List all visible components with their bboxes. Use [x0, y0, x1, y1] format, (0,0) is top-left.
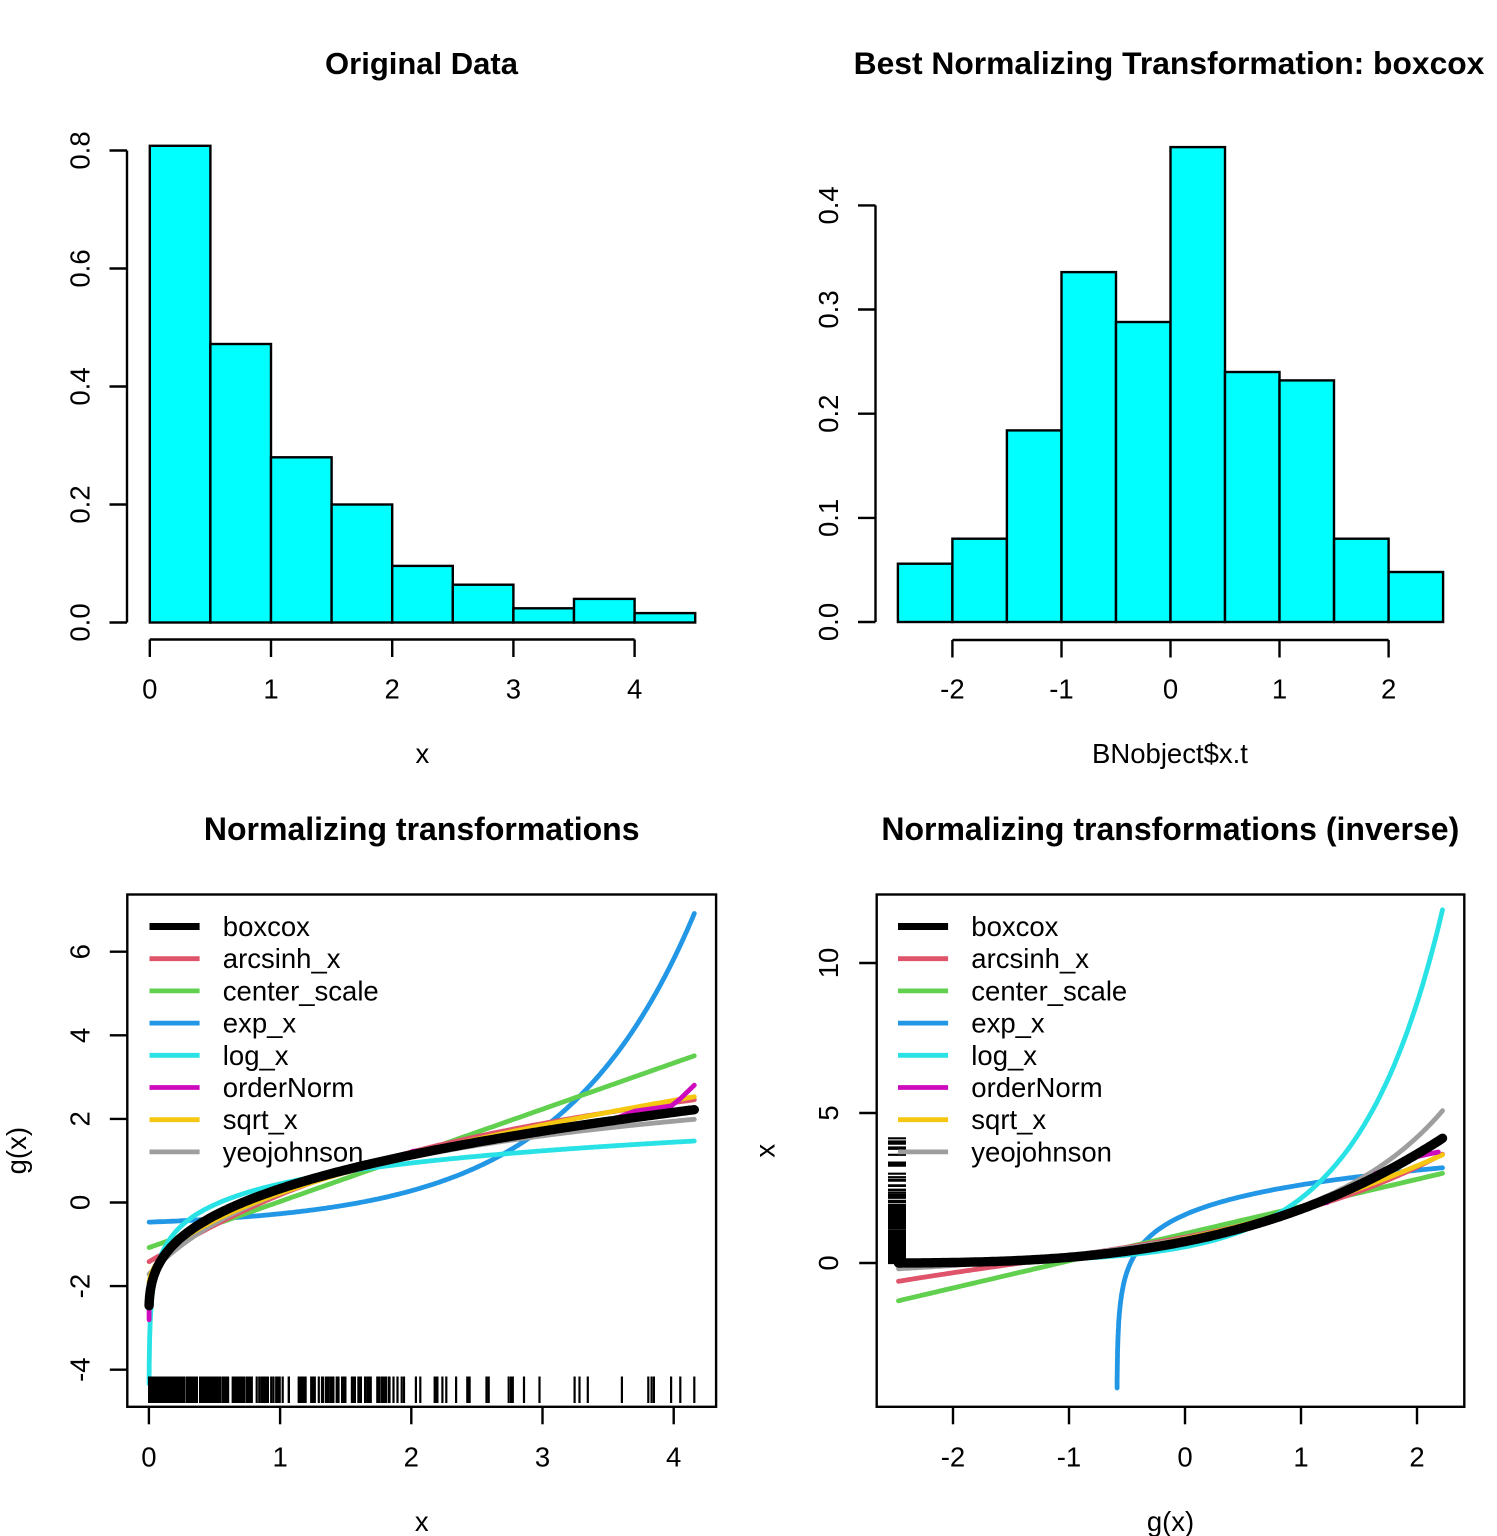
svg-text:x: x [750, 1144, 781, 1158]
svg-text:4: 4 [627, 674, 642, 705]
svg-text:x: x [415, 1506, 429, 1536]
svg-text:sqrt_x: sqrt_x [971, 1104, 1046, 1135]
svg-text:yeojohnson: yeojohnson [223, 1136, 364, 1167]
svg-text:sqrt_x: sqrt_x [223, 1104, 298, 1135]
svg-text:4: 4 [666, 1442, 681, 1473]
svg-text:orderNorm: orderNorm [223, 1072, 354, 1103]
svg-text:-1: -1 [1049, 674, 1073, 705]
svg-text:6: 6 [64, 944, 95, 959]
svg-text:0: 0 [64, 1195, 95, 1210]
svg-text:0.4: 0.4 [813, 186, 844, 224]
svg-text:Original Data: Original Data [325, 46, 519, 81]
svg-text:g(x): g(x) [1, 1127, 32, 1174]
svg-text:2: 2 [385, 674, 400, 705]
svg-text:2: 2 [404, 1442, 419, 1473]
svg-text:0.3: 0.3 [813, 290, 844, 328]
svg-text:exp_x: exp_x [223, 1008, 297, 1039]
svg-text:-2: -2 [940, 674, 964, 705]
svg-text:yeojohnson: yeojohnson [971, 1136, 1112, 1167]
svg-text:2: 2 [1409, 1442, 1424, 1473]
svg-text:0: 0 [1177, 1442, 1192, 1473]
svg-text:x: x [416, 738, 430, 769]
svg-text:center_scale: center_scale [223, 975, 379, 1006]
svg-text:1: 1 [272, 1442, 287, 1473]
svg-text:0: 0 [141, 1442, 156, 1473]
svg-text:0.2: 0.2 [64, 485, 95, 523]
svg-text:0.4: 0.4 [64, 367, 95, 405]
svg-text:1: 1 [1293, 1442, 1308, 1473]
svg-text:3: 3 [506, 674, 521, 705]
svg-text:-2: -2 [941, 1442, 965, 1473]
svg-text:0: 0 [813, 1255, 844, 1270]
svg-text:0.1: 0.1 [813, 499, 844, 537]
svg-text:-4: -4 [64, 1357, 95, 1381]
svg-text:g(x): g(x) [1147, 1506, 1194, 1536]
svg-text:4: 4 [64, 1028, 95, 1043]
svg-text:3: 3 [535, 1442, 550, 1473]
svg-text:0.0: 0.0 [813, 603, 844, 641]
svg-text:2: 2 [1381, 674, 1396, 705]
svg-text:0.6: 0.6 [64, 249, 95, 287]
svg-text:0.2: 0.2 [813, 395, 844, 433]
svg-text:BNobject$x.t: BNobject$x.t [1092, 738, 1248, 769]
svg-text:log_x: log_x [223, 1040, 289, 1071]
svg-text:1: 1 [263, 674, 278, 705]
svg-text:arcsinh_x: arcsinh_x [971, 943, 1089, 974]
svg-text:arcsinh_x: arcsinh_x [223, 943, 341, 974]
svg-text:boxcox: boxcox [223, 911, 310, 942]
svg-text:2: 2 [64, 1111, 95, 1126]
svg-text:0: 0 [1163, 674, 1178, 705]
svg-text:1: 1 [1272, 674, 1287, 705]
svg-text:Normalizing transformations: Normalizing transformations [204, 811, 640, 847]
svg-text:orderNorm: orderNorm [971, 1072, 1102, 1103]
svg-text:0.8: 0.8 [64, 131, 95, 169]
svg-text:5: 5 [813, 1105, 844, 1120]
svg-text:log_x: log_x [971, 1040, 1037, 1071]
svg-text:-2: -2 [64, 1274, 95, 1298]
svg-text:0.0: 0.0 [64, 603, 95, 641]
svg-text:boxcox: boxcox [971, 911, 1058, 942]
svg-text:Normalizing transformations (i: Normalizing transformations (inverse) [881, 811, 1459, 847]
svg-text:center_scale: center_scale [971, 975, 1127, 1006]
svg-text:0: 0 [142, 674, 157, 705]
svg-text:Best Normalizing Transformatio: Best Normalizing Transformation: boxcox [854, 45, 1485, 81]
svg-text:exp_x: exp_x [971, 1008, 1045, 1039]
svg-text:-1: -1 [1057, 1442, 1081, 1473]
svg-text:10: 10 [813, 948, 844, 979]
